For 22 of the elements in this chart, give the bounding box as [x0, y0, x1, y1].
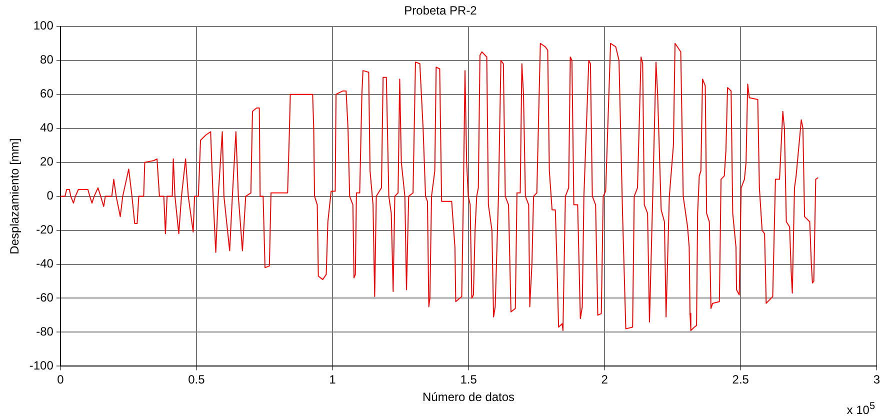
y-tick-label: 40	[40, 120, 54, 135]
x-tick-label: 0.5	[188, 372, 206, 387]
x-tick-label: 1	[329, 372, 336, 387]
y-tick-label: 60	[40, 86, 54, 101]
x-tick-label: 3	[873, 372, 880, 387]
y-tick-label: -80	[36, 324, 54, 339]
chart-title: Probeta PR-2	[404, 4, 478, 18]
y-tick-label: 80	[40, 52, 54, 67]
y-tick-label: -100	[29, 358, 54, 373]
y-tick-label: -20	[36, 222, 54, 237]
y-tick-label: -60	[36, 290, 54, 305]
y-tick-label: 20	[40, 154, 54, 169]
text: x 10$^{5}$	[846, 400, 875, 417]
y-tick-label: -40	[36, 256, 54, 271]
y-tick-label: 0	[46, 188, 54, 203]
y-tick-label: 100	[33, 18, 54, 33]
x-tick-label: 2	[601, 372, 608, 387]
x-tick-label: 2.5	[732, 372, 750, 387]
y-axis-title: Desplazamiento [mm]	[8, 138, 22, 254]
x-tick-label: 1.5	[460, 372, 478, 387]
x-axis-title: Número de datos	[422, 390, 515, 404]
x-tick-label: 0	[57, 372, 64, 387]
